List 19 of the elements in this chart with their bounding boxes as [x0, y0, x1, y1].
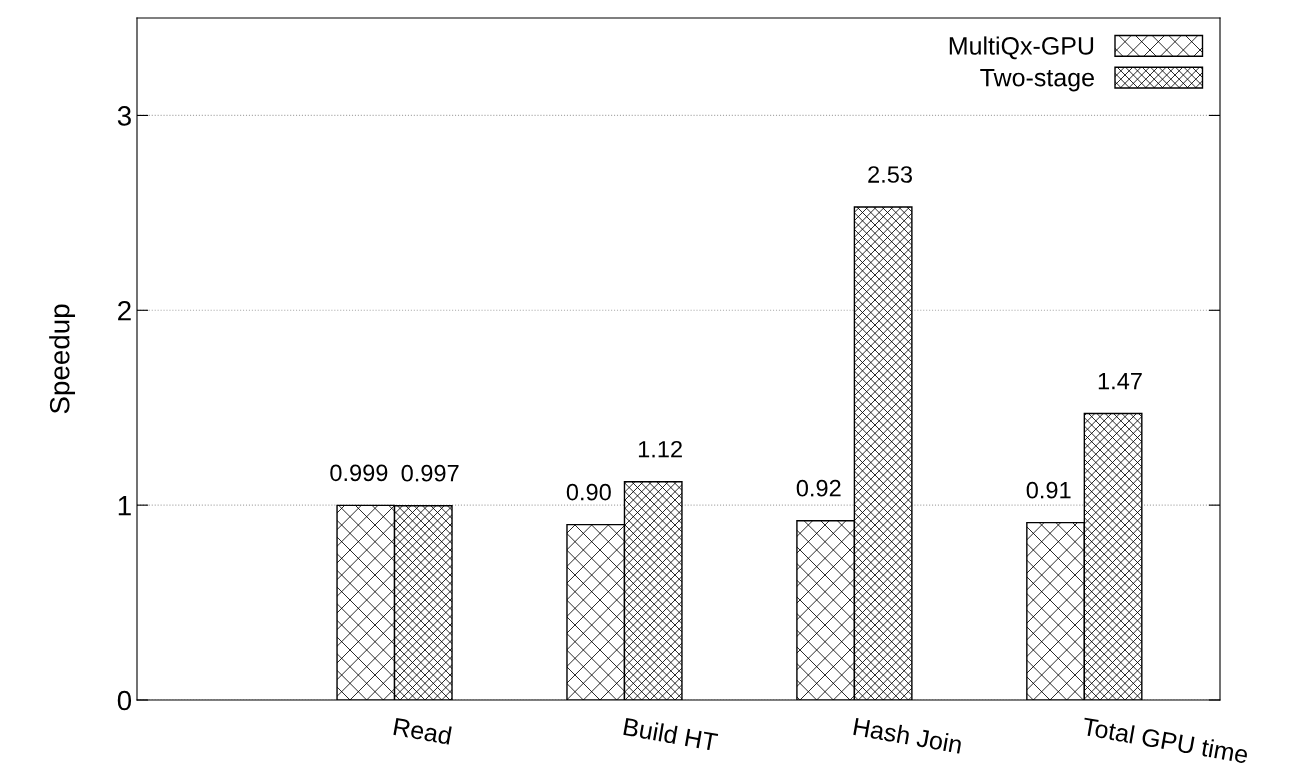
y-tick-label: 0	[117, 690, 132, 711]
x-tick-label: Build HT	[623, 717, 719, 752]
y-tick-label: 2	[118, 300, 131, 321]
data-label: 0.997	[401, 464, 459, 482]
data-label: 1.12	[638, 440, 682, 458]
x-tick-label: Read	[393, 717, 452, 745]
y-tick-label: 1	[118, 496, 131, 516]
x-tick-label: Total GPU time	[1081, 716, 1249, 764]
data-label: 0.91	[1026, 481, 1071, 499]
y-axis-title: Speedup	[49, 304, 76, 414]
data-label: 0.90	[566, 483, 611, 501]
legend-label: MultiQx-GPU	[949, 36, 1094, 60]
x-tick-label: Hash Join	[853, 717, 963, 754]
legend-label: Two-stage	[980, 68, 1094, 92]
y-tick-label: 3	[117, 106, 131, 126]
data-label: 2.53	[868, 166, 912, 183]
data-label: 0.92	[796, 479, 841, 497]
data-label: 0.999	[330, 464, 388, 482]
data-label: 1.47	[1098, 372, 1142, 390]
